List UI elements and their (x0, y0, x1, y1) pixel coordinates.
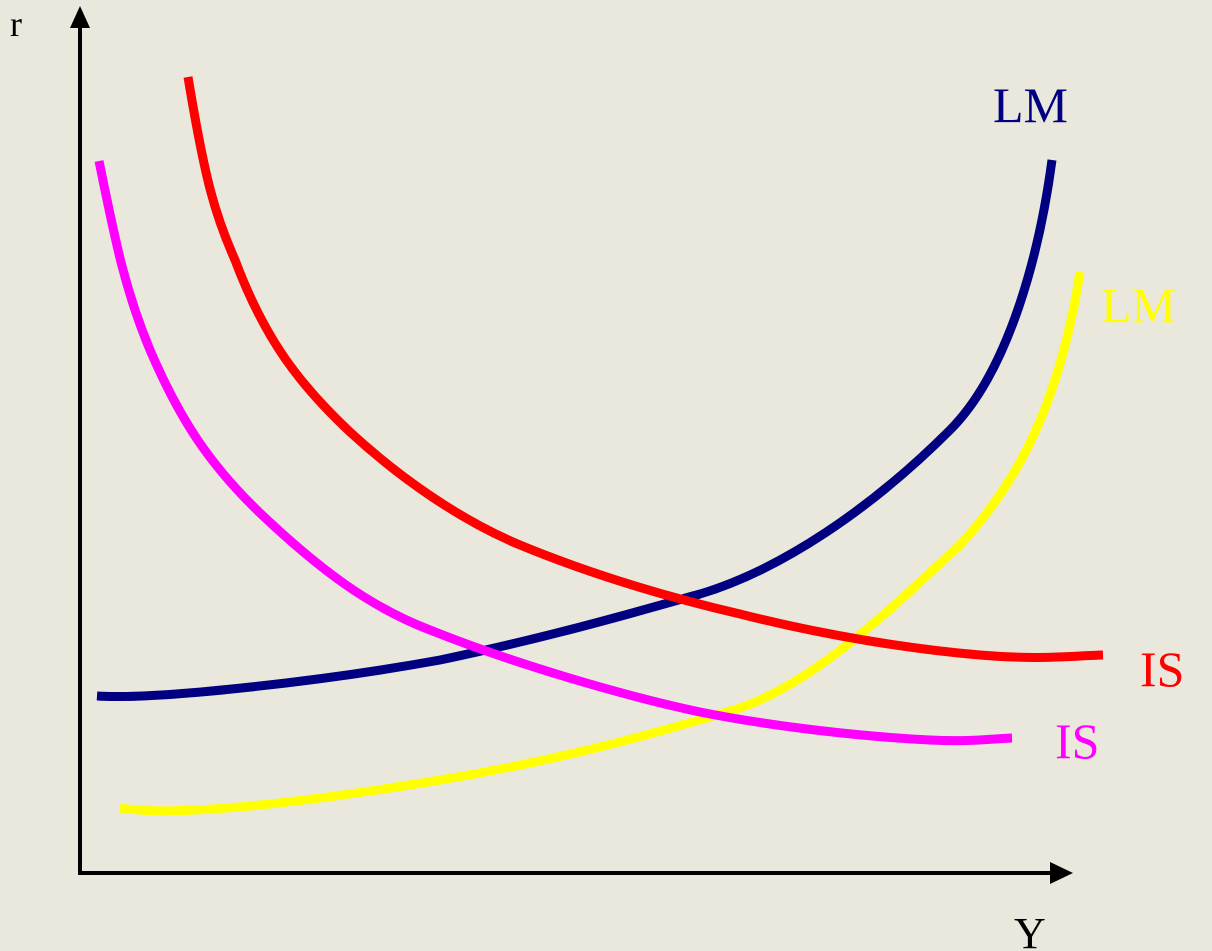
lm-label-navy: LM (993, 77, 1068, 133)
is-curve-magenta (94, 160, 1013, 746)
lm-curve-navy (96, 159, 1057, 701)
y-axis-label: r (10, 4, 22, 44)
is-label-magenta: IS (1055, 713, 1099, 769)
x-axis-label: Y (1014, 909, 1046, 951)
is-curve-red (183, 76, 1104, 662)
lm-curve-yellow (119, 271, 1085, 816)
y-axis-arrowhead (70, 6, 90, 28)
x-axis-arrowhead (1050, 862, 1073, 884)
lm-label-yellow: LM (1101, 277, 1176, 333)
is-label-red: IS (1140, 641, 1184, 697)
